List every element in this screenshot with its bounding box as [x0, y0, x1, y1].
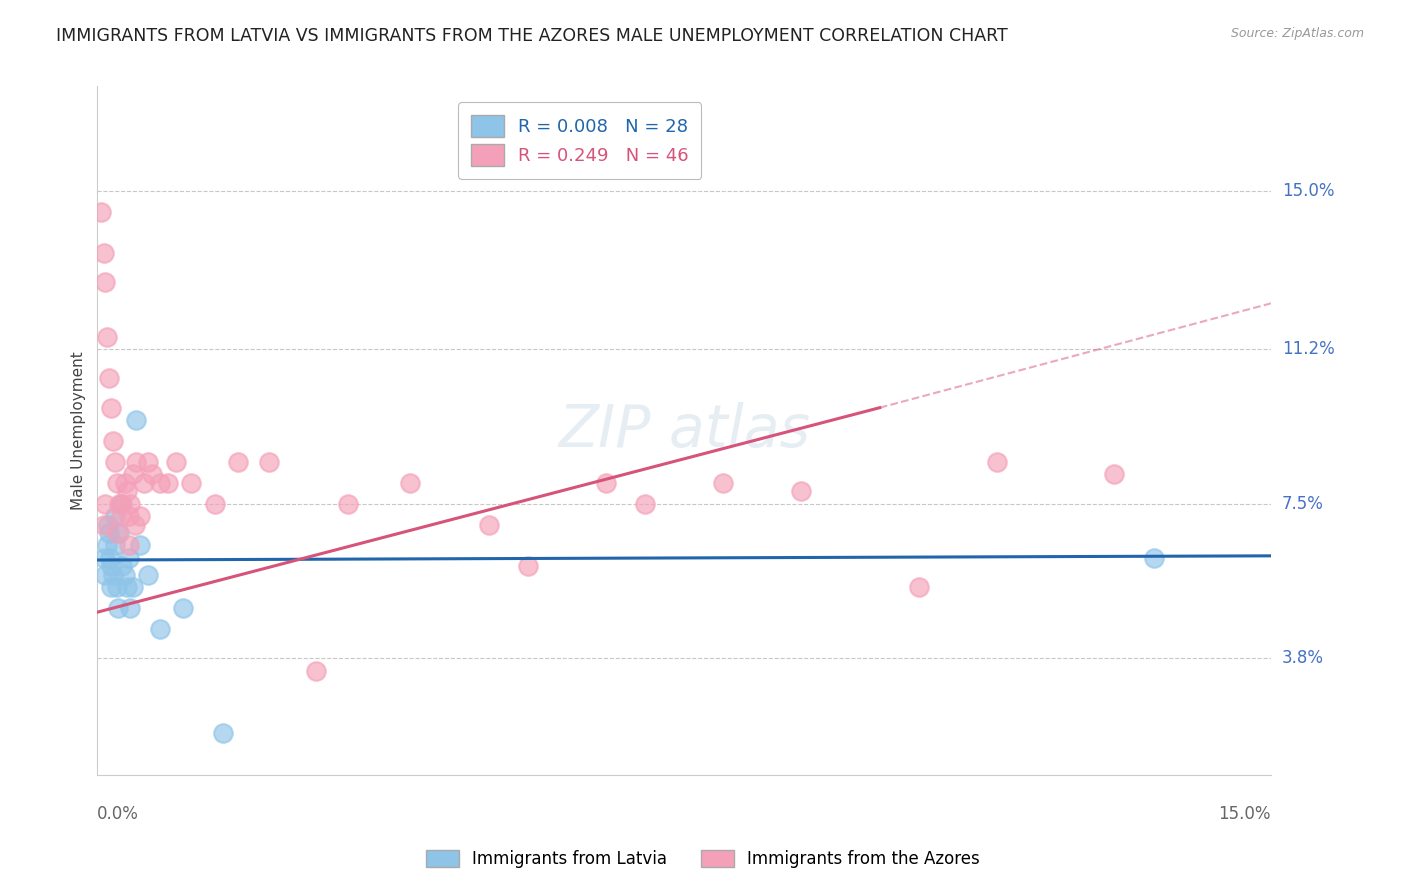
Point	[136, 567, 159, 582]
Point	[399, 475, 422, 490]
Point	[711, 475, 734, 490]
Point	[336, 497, 359, 511]
Point	[114, 567, 136, 582]
Point	[101, 434, 124, 448]
Point	[117, 509, 139, 524]
Point	[115, 580, 138, 594]
Point	[120, 601, 142, 615]
Point	[115, 484, 138, 499]
Point	[595, 475, 617, 490]
Text: 3.8%: 3.8%	[1282, 649, 1324, 667]
Point	[149, 622, 172, 636]
Point	[1142, 550, 1164, 565]
Point	[259, 455, 281, 469]
Text: 15.0%: 15.0%	[1219, 805, 1271, 823]
Point	[172, 601, 194, 615]
Point	[477, 517, 499, 532]
Point	[114, 475, 136, 490]
Text: 15.0%: 15.0%	[1282, 182, 1334, 200]
Point	[110, 509, 132, 524]
Point	[96, 517, 118, 532]
Point	[103, 455, 125, 469]
Text: 7.5%: 7.5%	[1282, 495, 1324, 513]
Point	[634, 497, 657, 511]
Point	[100, 401, 122, 415]
Point	[105, 475, 128, 490]
Point	[211, 726, 233, 740]
Point	[125, 455, 148, 469]
Point	[104, 538, 127, 552]
Point	[120, 497, 142, 511]
Point	[156, 475, 179, 490]
Point	[121, 467, 143, 482]
Point	[790, 484, 813, 499]
Text: 11.2%: 11.2%	[1282, 340, 1334, 359]
Point	[226, 455, 249, 469]
Text: ZIP atlas: ZIP atlas	[558, 402, 810, 459]
Point	[90, 204, 112, 219]
Point	[129, 509, 152, 524]
Point	[117, 550, 139, 565]
Point	[117, 538, 139, 552]
Point	[98, 550, 121, 565]
Point	[305, 664, 328, 678]
Point	[100, 559, 122, 574]
Point	[134, 475, 156, 490]
Point	[96, 538, 118, 552]
Point	[1104, 467, 1126, 482]
Point	[136, 455, 159, 469]
Point	[111, 497, 134, 511]
Point	[129, 538, 152, 552]
Point	[94, 497, 117, 511]
Point	[93, 517, 115, 532]
Point	[141, 467, 163, 482]
Point	[516, 559, 538, 574]
Point	[125, 413, 148, 427]
Point	[94, 276, 117, 290]
Legend: Immigrants from Latvia, Immigrants from the Azores: Immigrants from Latvia, Immigrants from …	[419, 843, 987, 875]
Point	[98, 371, 121, 385]
Point	[103, 509, 125, 524]
Point	[204, 497, 226, 511]
Point	[124, 517, 146, 532]
Point	[107, 601, 129, 615]
Point	[96, 330, 118, 344]
Point	[105, 580, 128, 594]
Point	[165, 455, 187, 469]
Point	[93, 246, 115, 260]
Point	[108, 525, 131, 540]
Point	[180, 475, 202, 490]
Point	[100, 580, 122, 594]
Text: IMMIGRANTS FROM LATVIA VS IMMIGRANTS FROM THE AZORES MALE UNEMPLOYMENT CORRELATI: IMMIGRANTS FROM LATVIA VS IMMIGRANTS FRO…	[56, 27, 1008, 45]
Point	[110, 497, 132, 511]
Point	[111, 559, 134, 574]
Point	[94, 567, 117, 582]
Point	[108, 497, 131, 511]
Point	[908, 580, 931, 594]
Point	[121, 580, 143, 594]
Point	[101, 567, 124, 582]
Point	[93, 550, 115, 565]
Point	[986, 455, 1008, 469]
Point	[105, 525, 128, 540]
Text: Source: ZipAtlas.com: Source: ZipAtlas.com	[1230, 27, 1364, 40]
Point	[98, 525, 121, 540]
Text: 0.0%: 0.0%	[97, 805, 139, 823]
Y-axis label: Male Unemployment: Male Unemployment	[72, 351, 86, 510]
Legend: R = 0.008   N = 28, R = 0.249   N = 46: R = 0.008 N = 28, R = 0.249 N = 46	[458, 103, 702, 178]
Point	[149, 475, 172, 490]
